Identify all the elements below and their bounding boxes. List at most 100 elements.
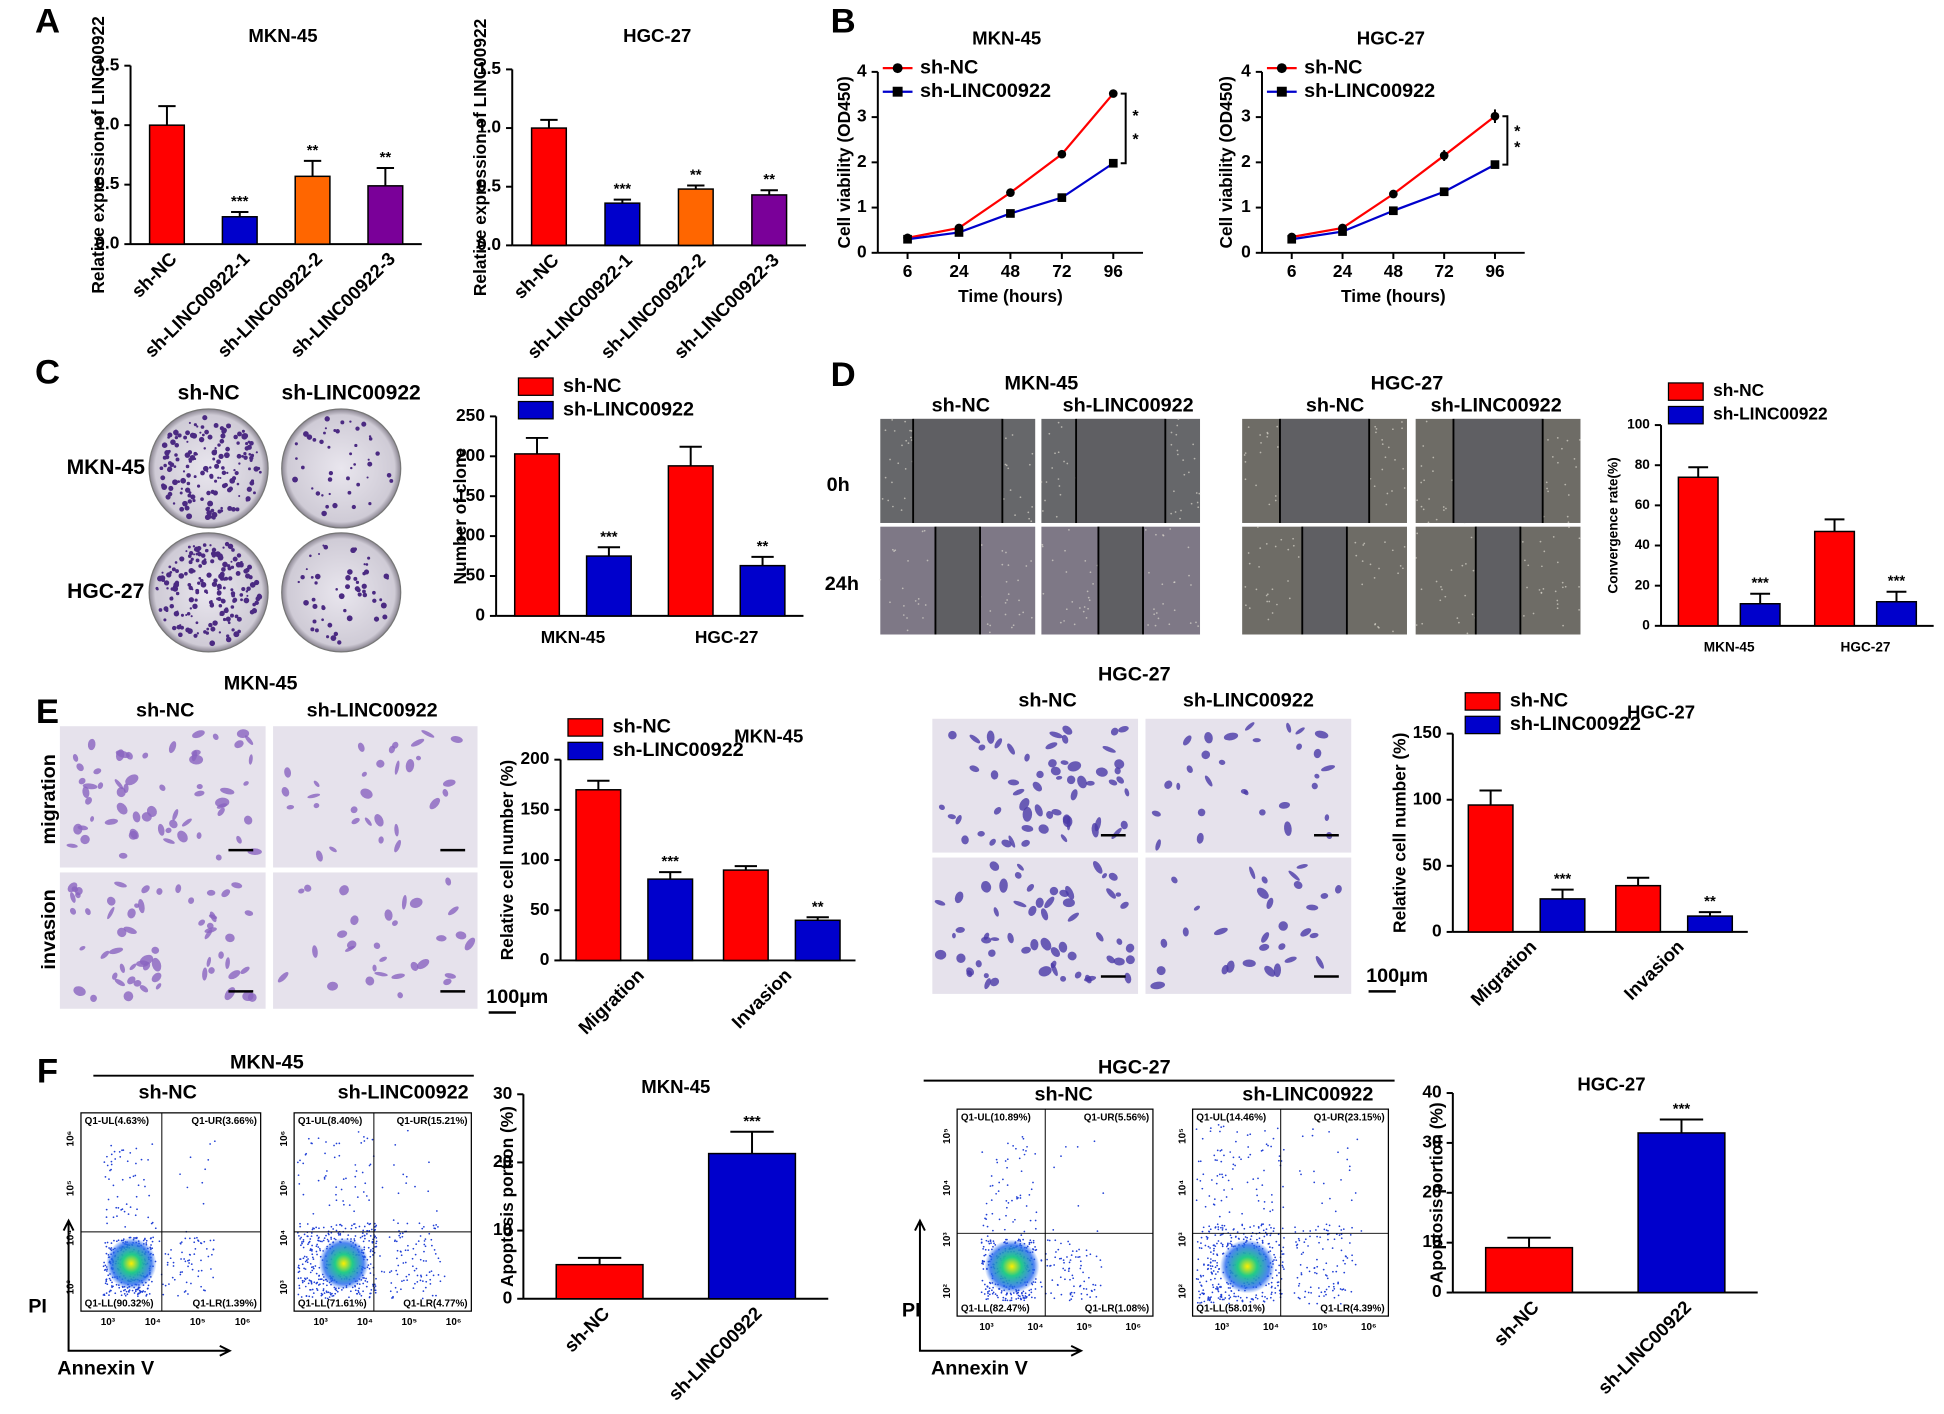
speckle (1190, 584, 1192, 586)
cell (1278, 801, 1291, 809)
colony (171, 625, 177, 631)
event (1360, 1230, 1363, 1232)
speckle (1432, 470, 1434, 472)
event (1007, 1142, 1009, 1145)
colony (219, 438, 225, 444)
event (1064, 1269, 1066, 1272)
event (1216, 1149, 1219, 1152)
event (1214, 1159, 1217, 1161)
speckle (1415, 557, 1417, 559)
y-tick-label: 10 (1422, 1231, 1441, 1251)
point (1338, 227, 1347, 236)
event (1209, 1228, 1212, 1231)
event (330, 1236, 332, 1239)
event (1311, 1134, 1314, 1137)
flow-x-tick: 10⁴ (145, 1317, 161, 1328)
event (1219, 1234, 1222, 1237)
colony (327, 445, 331, 449)
event (134, 1174, 137, 1177)
event (1309, 1230, 1312, 1232)
event (1216, 1223, 1219, 1226)
event (1048, 1239, 1051, 1242)
speckle (1041, 543, 1044, 546)
speckle (1028, 463, 1031, 466)
speckle (1401, 421, 1403, 423)
event (119, 1156, 122, 1158)
event (1099, 1284, 1102, 1287)
event (1207, 1299, 1209, 1301)
event (1102, 1192, 1105, 1194)
event (1212, 1286, 1215, 1289)
bar (1686, 915, 1734, 933)
event (1030, 1296, 1033, 1299)
speckle (1274, 499, 1277, 502)
event (354, 1175, 357, 1178)
colony (347, 569, 353, 575)
y-tick-label: 1.0 (95, 114, 119, 134)
cell (132, 811, 141, 823)
event (1257, 1200, 1260, 1202)
event (111, 1281, 113, 1284)
event (337, 1232, 340, 1235)
colony (353, 576, 358, 581)
event (1267, 1144, 1269, 1147)
colony (186, 481, 191, 486)
event (1201, 1230, 1204, 1233)
colony (207, 434, 213, 440)
event (411, 1265, 414, 1268)
event (303, 1255, 306, 1258)
event (330, 1225, 333, 1228)
colony (235, 561, 242, 568)
cell (1101, 873, 1108, 879)
event (1269, 1210, 1272, 1213)
bar (555, 1263, 644, 1300)
colony (225, 636, 232, 643)
event (1009, 1299, 1012, 1302)
event (356, 1196, 359, 1198)
event (1034, 1281, 1037, 1284)
cell (156, 888, 163, 895)
y-tick-label: 0 (503, 1287, 513, 1307)
event (1351, 1254, 1353, 1257)
speckle (904, 420, 907, 423)
event (1281, 1227, 1284, 1230)
speckle (1022, 611, 1025, 614)
event (1325, 1229, 1328, 1232)
cell (365, 976, 375, 986)
cell (1204, 732, 1213, 744)
speckle (1397, 572, 1399, 575)
cell (189, 754, 204, 765)
speckle (1025, 565, 1028, 567)
cell (429, 797, 441, 810)
event (1338, 1234, 1341, 1236)
speckle (1006, 599, 1009, 601)
event (1308, 1270, 1311, 1273)
event (326, 1170, 328, 1172)
event (1328, 1224, 1331, 1227)
event (207, 1255, 210, 1258)
speckle (1068, 528, 1070, 531)
speckle (1541, 565, 1543, 568)
colony (209, 544, 212, 547)
event (987, 1292, 989, 1295)
colony (203, 447, 206, 450)
event (1077, 1256, 1080, 1258)
event (1240, 1158, 1242, 1161)
event (1069, 1293, 1072, 1296)
error-bar (577, 1256, 622, 1265)
error-bar (1698, 911, 1722, 917)
error-bar (760, 189, 778, 195)
event (104, 1282, 107, 1285)
cell (151, 946, 160, 954)
event (349, 1290, 352, 1293)
event (985, 1202, 988, 1205)
event (1092, 1283, 1095, 1286)
event (1054, 1239, 1057, 1242)
cell (364, 817, 372, 826)
event (425, 1280, 428, 1283)
event (189, 1156, 192, 1159)
cell (220, 787, 235, 795)
speckle (1420, 588, 1423, 591)
event (421, 1297, 424, 1300)
speckle (1415, 624, 1418, 626)
